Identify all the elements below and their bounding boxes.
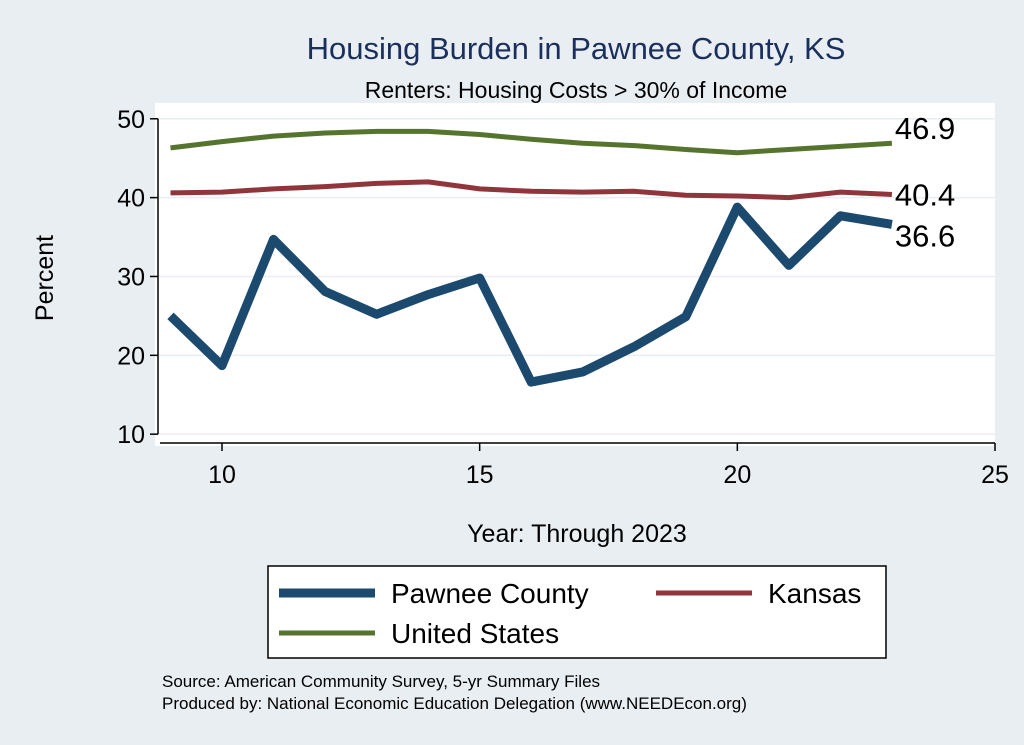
plot-area: [155, 103, 995, 446]
legend: Pawnee County Kansas United States: [267, 565, 887, 659]
axes: 10 20 30 40 50 10 15 20 25: [117, 106, 1009, 489]
legend-label-united-states: United States: [391, 618, 559, 649]
end-label-pawnee-county: 36.6: [895, 218, 955, 253]
x-axis-title: Year: Through 2023: [467, 520, 687, 548]
y-axis-title: Percent: [31, 235, 59, 321]
legend-box: [267, 565, 887, 659]
x-tick-label-20: 20: [723, 461, 751, 489]
source-note: Source: American Community Survey, 5-yr …: [162, 672, 600, 691]
series-layer: [167, 128, 893, 387]
end-label-united-states: 46.9: [895, 111, 955, 146]
y-tick-label-50: 50: [117, 106, 145, 134]
y-tick-label-30: 30: [117, 263, 145, 291]
x-tick-label-15: 15: [466, 461, 494, 489]
x-tick-label-25: 25: [981, 461, 1009, 489]
producer-note: Produced by: National Economic Education…: [162, 694, 747, 713]
legend-label-kansas: Kansas: [768, 578, 861, 609]
chart-title: Housing Burden in Pawnee County, KS: [307, 31, 846, 66]
y-tick-label-40: 40: [117, 185, 145, 213]
gridlines: [155, 118, 995, 435]
y-tick-label-20: 20: [117, 342, 145, 370]
end-labels: 36.6 40.4 46.9: [895, 111, 955, 253]
chart-subtitle: Renters: Housing Costs > 30% of Income: [365, 77, 788, 103]
end-label-kansas: 40.4: [895, 177, 955, 212]
y-tick-label-10: 10: [117, 421, 145, 449]
legend-label-pawnee-county: Pawnee County: [391, 578, 589, 609]
x-tick-label-10: 10: [208, 461, 236, 489]
